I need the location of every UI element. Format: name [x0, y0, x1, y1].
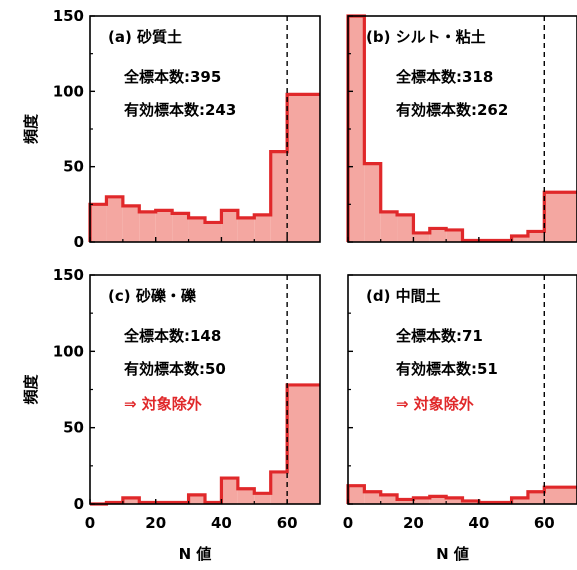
excluded-note: ⇒ 対象除外: [124, 395, 202, 413]
histogram-bar: [446, 229, 463, 242]
y-tick-label: 150: [53, 266, 84, 284]
histogram-bar: [155, 210, 173, 242]
histogram-bar: [270, 471, 288, 504]
histogram-bar: [237, 217, 255, 242]
y-tick-label: 100: [53, 82, 84, 100]
excluded-note: ⇒ 対象除外: [396, 395, 474, 413]
histogram-bar: [446, 497, 463, 504]
histogram-bar: [221, 478, 238, 504]
x-tick-label: 40: [211, 514, 232, 532]
x-axis-label: N 値: [179, 545, 212, 563]
y-axis-label: 頻度: [22, 113, 40, 144]
y-tick-label: 0: [74, 233, 84, 251]
histogram-bar: [139, 211, 156, 242]
valid-sample-count: 有効標本数:50: [124, 360, 226, 378]
histogram-outline: [90, 383, 320, 506]
histogram-bar: [413, 232, 430, 242]
x-tick-label: 0: [343, 514, 353, 532]
histogram-bar: [221, 210, 238, 242]
total-sample-count: 全標本数:148: [123, 327, 221, 345]
histogram-bar: [429, 496, 447, 504]
histogram-bar: [205, 222, 222, 242]
valid-sample-count: 有効標本数:262: [396, 101, 508, 119]
histogram-bar: [364, 163, 381, 242]
histogram-bar: [397, 214, 414, 242]
plot-frame: [89, 274, 321, 505]
histogram-outline: [346, 484, 577, 505]
histogram-bar: [188, 217, 205, 242]
histogram-bar: [188, 494, 205, 504]
histogram-bar: [270, 151, 288, 242]
histogram-bar: [106, 196, 123, 242]
histogram-bar: [348, 16, 365, 242]
panel-label: (b) シルト・粘土: [366, 28, 486, 46]
y-tick-label: 0: [74, 495, 84, 513]
histogram-bar: [511, 497, 528, 504]
x-tick-label: 60: [534, 514, 555, 532]
valid-sample-count: 有効標本数:51: [396, 360, 498, 378]
plot-frame: [347, 274, 577, 505]
x-tick-label: 40: [468, 514, 489, 532]
histogram-bar: [172, 213, 189, 242]
histogram-outline: [88, 92, 320, 242]
histogram-bar: [544, 487, 577, 504]
x-axis-label: N 値: [436, 545, 469, 563]
histogram-bar: [413, 497, 430, 504]
histogram-bar: [527, 491, 545, 504]
histogram-bar: [364, 491, 381, 504]
y-tick-label: 150: [53, 7, 84, 25]
histogram-bar: [429, 228, 447, 242]
histogram-bar: [254, 493, 271, 504]
histogram-bar: [397, 499, 414, 504]
histogram-bar: [122, 205, 140, 242]
y-axis-label: 頻度: [22, 374, 40, 405]
x-tick-label: 20: [403, 514, 424, 532]
histogram-bar: [237, 488, 255, 504]
total-sample-count: 全標本数:71: [395, 327, 483, 345]
histogram-bar: [254, 214, 271, 242]
histogram-bar: [348, 485, 365, 504]
y-tick-label: 50: [63, 158, 84, 176]
panel-label: (a) 砂質土: [108, 28, 182, 46]
histogram-bar: [380, 211, 398, 242]
y-tick-label: 100: [53, 342, 84, 360]
panel-label: (d) 中間土: [366, 287, 441, 305]
valid-sample-count: 有効標本数:243: [124, 101, 236, 119]
x-tick-label: 0: [85, 514, 95, 532]
histogram-bar: [527, 231, 545, 242]
histogram-bar: [287, 94, 320, 242]
plot-frame: [347, 15, 577, 243]
histogram-bar: [544, 192, 577, 242]
histogram-bar: [90, 204, 107, 242]
histogram-bar: [122, 497, 140, 504]
histogram-outline: [346, 14, 577, 243]
histogram-bar: [511, 235, 528, 242]
x-tick-label: 60: [277, 514, 298, 532]
histogram-bar: [287, 384, 320, 504]
panel-label: (c) 砂礫・礫: [108, 287, 197, 305]
total-sample-count: 全標本数:395: [123, 68, 221, 86]
y-tick-label: 50: [63, 419, 84, 437]
histogram-bar: [380, 494, 398, 504]
x-tick-label: 20: [145, 514, 166, 532]
total-sample-count: 全標本数:318: [395, 68, 493, 86]
